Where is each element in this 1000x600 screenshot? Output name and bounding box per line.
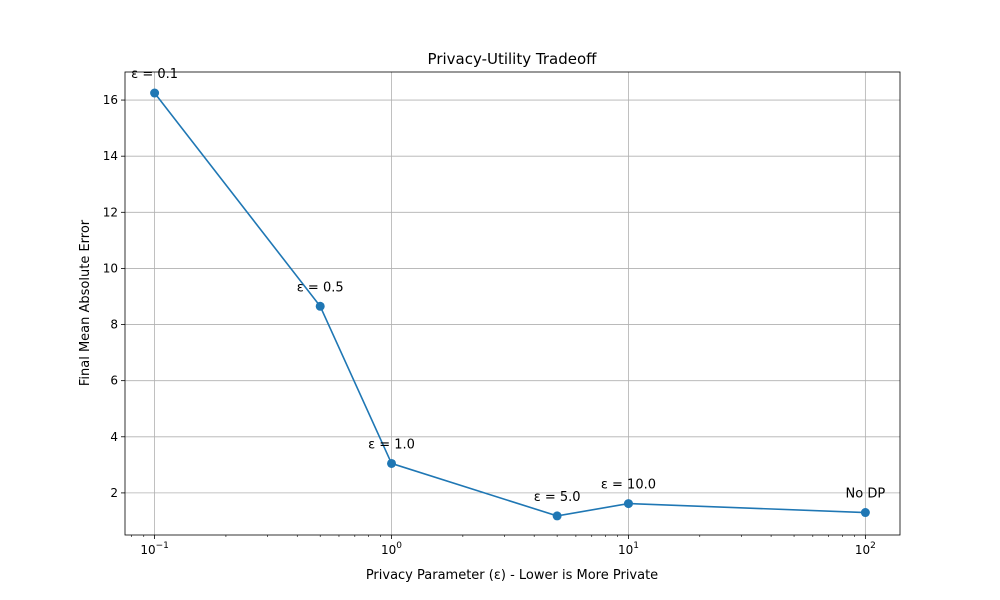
- data-point: [387, 458, 397, 468]
- x-tick-label: 101: [618, 541, 639, 557]
- series: ε = 0.1 ε = 0.5 ε = 1.0 ε = 5.0 ε = 10.0 No D…: [131, 67, 886, 521]
- point-label: ε = 0.5: [297, 280, 344, 295]
- point-label: ε = 1.0: [368, 437, 415, 452]
- data-point: [315, 301, 325, 311]
- y-tick-label: 2: [110, 486, 118, 500]
- y-axis-label: Final Mean Absolute Error: [78, 219, 93, 386]
- data-point: [623, 499, 633, 509]
- y-tick-label: 16: [103, 93, 118, 107]
- point-label: ε = 10.0: [601, 478, 656, 493]
- data-point: [860, 508, 870, 518]
- y-tick-label: 10: [103, 261, 118, 275]
- y-tick-label: 6: [110, 374, 118, 388]
- plot-frame: [124, 71, 901, 536]
- point-label: ε = 5.0: [534, 490, 581, 505]
- grid: [125, 72, 900, 535]
- data-point: [552, 511, 562, 521]
- series-line: [153, 92, 866, 517]
- x-tick-label: 100: [381, 541, 402, 557]
- y-tick-label: 12: [103, 205, 118, 219]
- data-point: [150, 88, 160, 98]
- y-tick-label: 14: [103, 149, 118, 163]
- minor-ticks: [131, 535, 855, 537]
- y-tick-label: 8: [110, 318, 118, 332]
- point-label: No DP: [846, 487, 886, 502]
- point-label: ε = 0.1: [131, 67, 178, 82]
- x-axis-label: Privacy Parameter (ε) - Lower is More Pr…: [366, 568, 658, 583]
- y-tick-label: 4: [110, 430, 118, 444]
- x-tick-label: 102: [855, 541, 876, 557]
- ticks: 10−1 100 101 102 2 4 6 8 10 12 14 16: [103, 93, 876, 557]
- chart-title: Privacy-Utility Tradeoff: [428, 50, 598, 68]
- x-tick-label: 10−1: [140, 541, 169, 557]
